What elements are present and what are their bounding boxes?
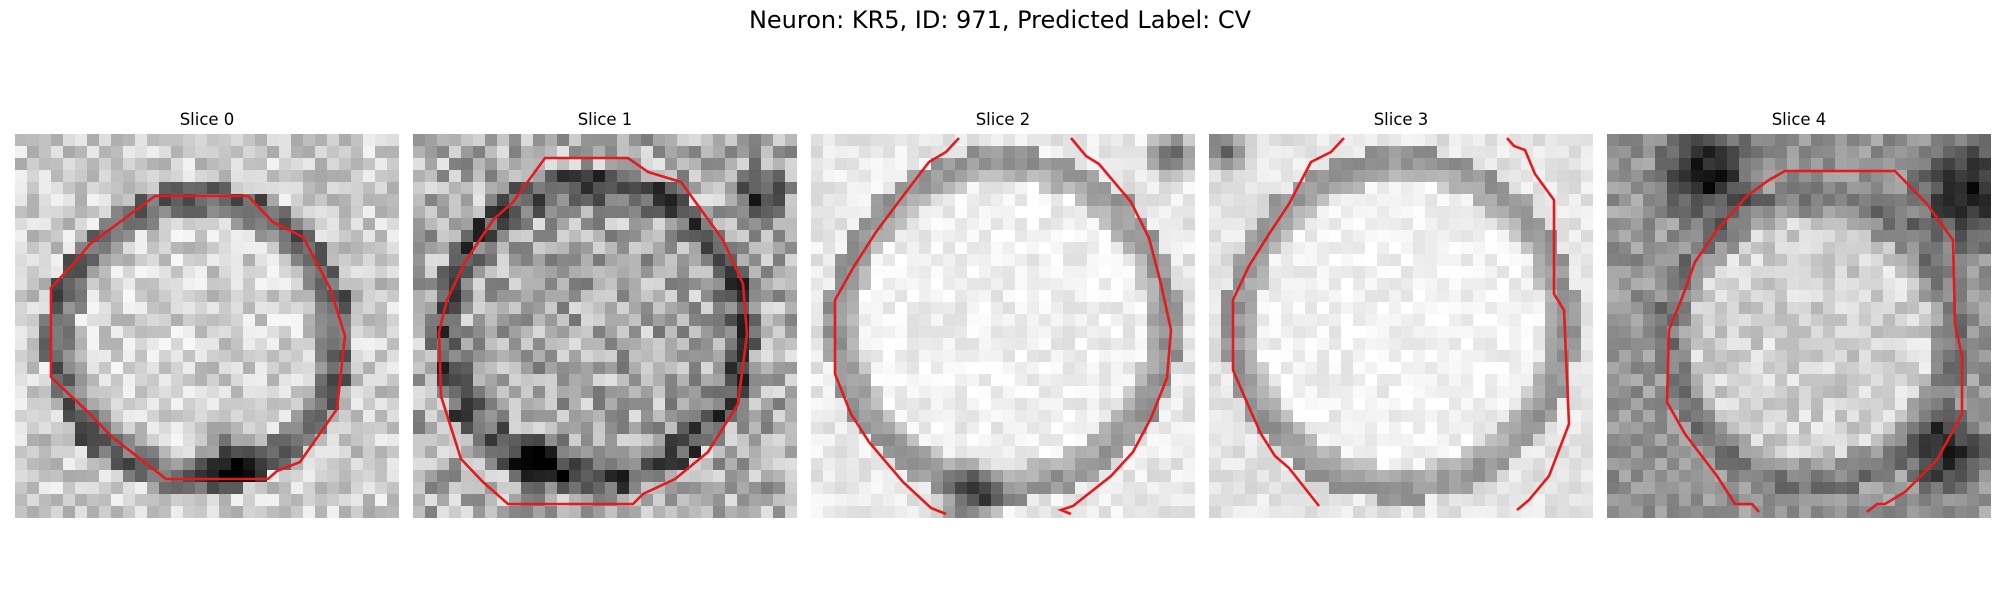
grayscale-image-4 (1607, 134, 1991, 518)
slice-panel-3: Slice 3 (1209, 108, 1593, 518)
slice-image-0 (15, 134, 399, 518)
slice-title-3: Slice 3 (1209, 108, 1593, 132)
grayscale-image-3 (1209, 134, 1593, 518)
slice-panel-1: Slice 1 (413, 108, 797, 518)
slice-panel-4: Slice 4 (1607, 108, 1991, 518)
slice-image-2 (811, 134, 1195, 518)
slice-image-1 (413, 134, 797, 518)
slice-title-1: Slice 1 (413, 108, 797, 132)
slice-title-2: Slice 2 (811, 108, 1195, 132)
slice-panel-2: Slice 2 (811, 108, 1195, 518)
slice-panel-0: Slice 0 (15, 108, 399, 518)
grayscale-image-2 (811, 134, 1195, 518)
slice-image-4 (1607, 134, 1991, 518)
slice-image-3 (1209, 134, 1593, 518)
grayscale-image-1 (413, 134, 797, 518)
figure-title: Neuron: KR5, ID: 971, Predicted Label: C… (0, 6, 2000, 34)
slice-title-4: Slice 4 (1607, 108, 1991, 132)
slice-title-0: Slice 0 (15, 108, 399, 132)
